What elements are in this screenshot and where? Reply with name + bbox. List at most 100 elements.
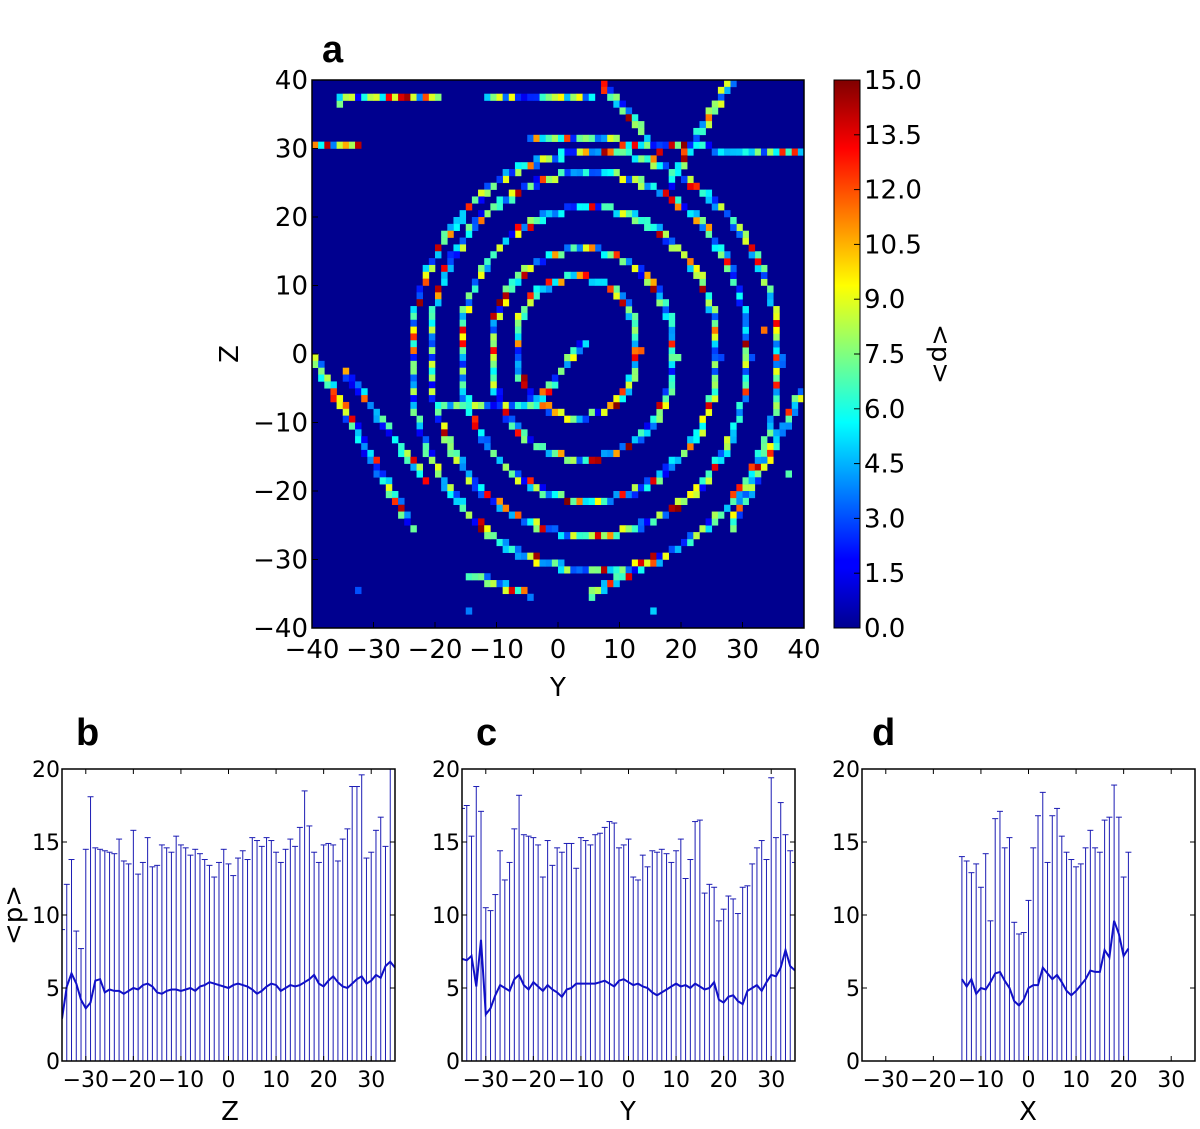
heatmap-cell xyxy=(521,381,528,389)
heatmap-cell xyxy=(422,449,430,458)
heatmap-cell xyxy=(502,586,510,595)
heatmap-cell xyxy=(551,134,559,142)
heatmap-cell xyxy=(705,292,713,300)
heatmap-cell xyxy=(502,292,510,300)
heatmap-y-tick-label: 30 xyxy=(275,135,308,165)
heatmap-cell xyxy=(398,443,405,451)
heatmap-cell xyxy=(724,264,731,273)
heatmap-cells xyxy=(312,80,804,615)
heatmap-cell xyxy=(748,470,756,478)
heatmap-cell xyxy=(754,449,762,458)
heatmap-cell xyxy=(576,415,583,423)
y-tick-label: 10 xyxy=(32,904,60,929)
heatmap-cell xyxy=(674,169,682,177)
heatmap-cell xyxy=(730,497,737,505)
heatmap-cell xyxy=(637,217,645,225)
heatmap-cell xyxy=(514,545,522,553)
heatmap-cell xyxy=(779,148,786,156)
heatmap-cell xyxy=(601,497,608,505)
heatmap-cell xyxy=(767,148,774,156)
heatmap-cell xyxy=(711,367,719,375)
heatmap-cell xyxy=(410,333,417,341)
heatmap-cell xyxy=(404,93,411,101)
heatmap-cell xyxy=(711,306,719,314)
heatmap-cell xyxy=(576,497,583,505)
heatmap-cell xyxy=(533,525,540,533)
heatmap-cell xyxy=(767,285,774,293)
heatmap-cell xyxy=(699,271,706,279)
heatmap-x-axis-label: Y xyxy=(549,673,566,703)
heatmap-cell xyxy=(502,538,510,547)
heatmap-cell xyxy=(656,401,663,410)
heatmap-cell xyxy=(570,169,577,177)
heatmap-cell xyxy=(773,443,780,451)
heatmap-cell xyxy=(361,388,368,396)
heatmap-cell xyxy=(631,525,639,533)
heatmap-x-tick-label: −40 xyxy=(285,635,340,665)
heatmap-cell xyxy=(613,134,620,142)
heatmap-cell xyxy=(459,319,467,327)
heatmap-cell xyxy=(754,251,762,259)
heatmap-cell xyxy=(631,175,639,184)
heatmap-cell xyxy=(508,511,516,519)
heatmap-cell xyxy=(348,422,356,430)
heatmap-cell xyxy=(705,230,713,238)
heatmap-cell xyxy=(355,422,362,430)
heatmap-cell xyxy=(508,93,516,101)
heatmap-cell xyxy=(687,148,694,156)
heatmap-cell xyxy=(551,408,559,416)
heatmap-cell xyxy=(711,360,719,368)
heatmap-cell xyxy=(502,93,510,101)
heatmap-cell xyxy=(428,312,436,321)
heatmap-cell xyxy=(717,354,725,362)
heatmap-cell xyxy=(594,566,602,574)
heatmap-cell xyxy=(650,559,657,567)
heatmap-cell xyxy=(619,443,626,451)
heatmap-cell xyxy=(601,532,608,540)
heatmap-cell xyxy=(459,401,467,410)
heatmap-cell xyxy=(514,374,522,382)
heatmap-cell xyxy=(428,374,436,382)
heatmap-cell xyxy=(398,449,405,458)
heatmap-cell xyxy=(656,292,663,300)
colorbar-tick-label: 15.0 xyxy=(864,66,922,96)
heatmap-cell xyxy=(681,497,688,505)
heatmap-cell xyxy=(570,134,577,142)
heatmap-cell xyxy=(496,504,503,512)
heatmap-cell xyxy=(459,456,467,464)
heatmap-cell xyxy=(650,518,657,526)
heatmap-cell xyxy=(514,189,522,197)
heatmap-cell xyxy=(773,395,780,403)
heatmap-cell xyxy=(748,484,756,492)
heatmap-cell xyxy=(478,573,485,581)
heatmap-cell xyxy=(594,203,602,211)
heatmap-cell xyxy=(459,340,467,348)
heatmap-cell xyxy=(693,264,700,273)
heatmap-cell xyxy=(724,436,731,444)
heatmap-cell xyxy=(613,210,620,218)
heatmap-cell xyxy=(601,278,608,286)
heatmap-cell xyxy=(693,182,700,190)
heatmap-cell xyxy=(539,484,546,492)
heatmap-cell xyxy=(613,580,620,588)
colorbar-tick-label: 9.0 xyxy=(864,285,905,315)
x-tick-label: −30 xyxy=(863,1068,909,1093)
heatmap-cell xyxy=(373,415,380,423)
heatmap-cell xyxy=(773,388,780,396)
heatmap-cell xyxy=(539,395,546,403)
heatmap-cell xyxy=(447,258,454,266)
heatmap-cell xyxy=(459,312,467,321)
heatmap-cell xyxy=(625,114,633,122)
heatmap-cell xyxy=(502,285,510,293)
heatmap-cell xyxy=(637,347,645,355)
heatmap-cell xyxy=(484,258,491,266)
heatmap-cell xyxy=(650,607,657,615)
heatmap-cell xyxy=(773,312,780,321)
heatmap-cell xyxy=(736,484,743,492)
heatmap-cell xyxy=(656,285,663,293)
heatmap-cell xyxy=(471,401,479,410)
heatmap-cell xyxy=(662,511,669,519)
heatmap-cell xyxy=(668,175,676,184)
heatmap-cell xyxy=(785,470,792,478)
